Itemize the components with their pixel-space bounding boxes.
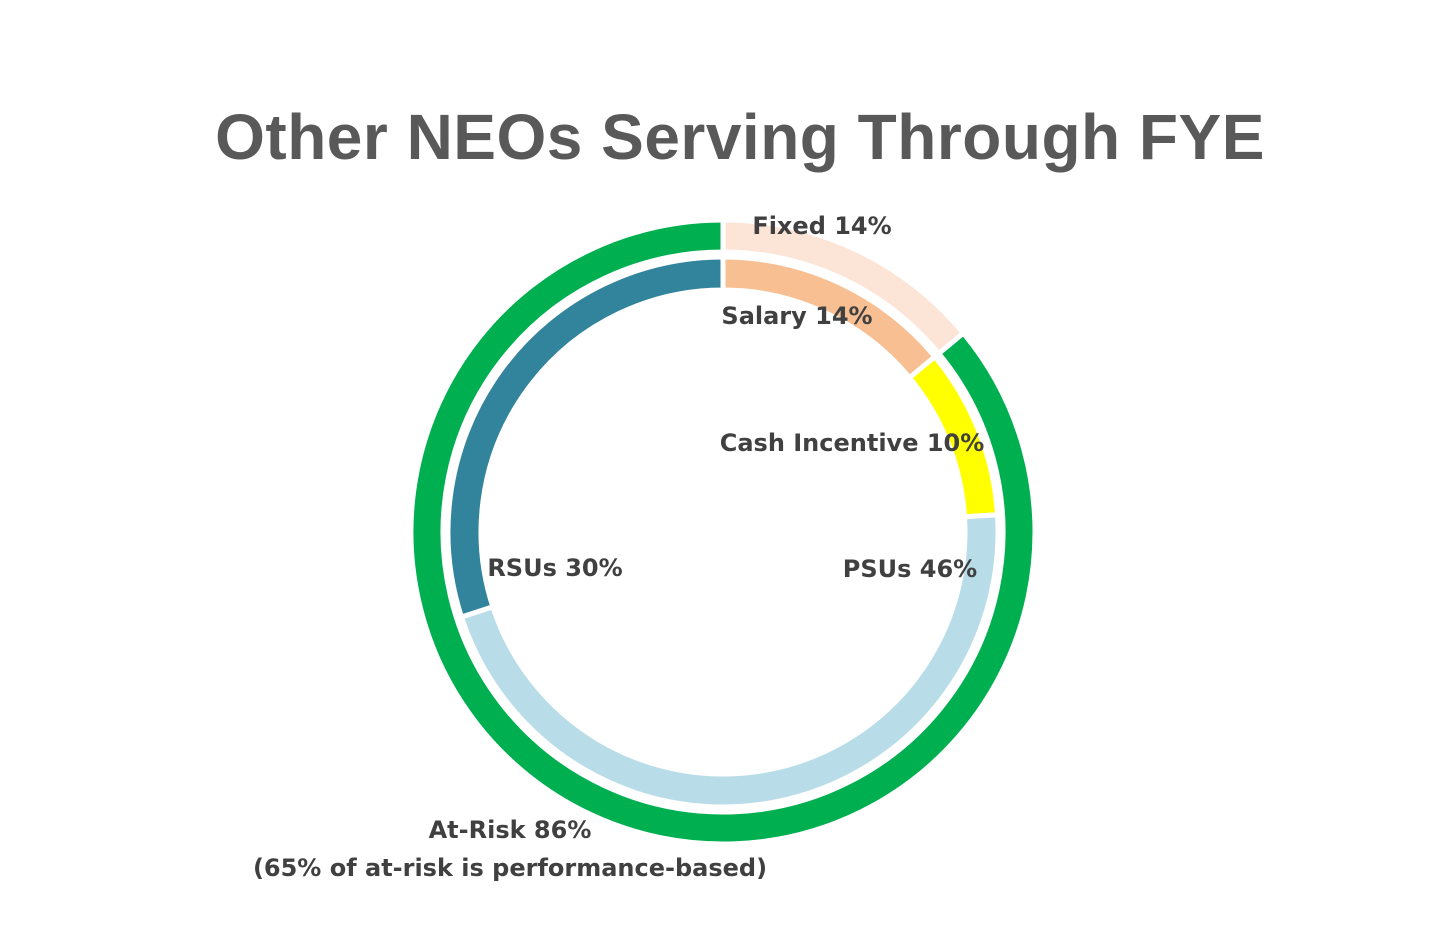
slice-label-at-risk-note: (65% of at-risk is performance-based)	[253, 854, 767, 882]
slice-label-at-risk: At-Risk 86%	[429, 816, 592, 844]
slice-label-rsus: RSUs 30%	[487, 554, 622, 582]
inner-ring	[445, 254, 1001, 810]
outer-ring	[408, 217, 1038, 847]
inner-slice-rsus	[445, 254, 726, 621]
outer-slice-atrisk	[408, 217, 1038, 847]
chart-title: Other NEOs Serving Through FYE	[215, 101, 1265, 173]
slice-label-salary: Salary 14%	[721, 302, 872, 330]
slice-label-fixed: Fixed 14%	[752, 212, 891, 240]
slice-label-psus: PSUs 46%	[843, 555, 977, 583]
slice-label-cash-incentive: Cash Incentive 10%	[720, 429, 985, 457]
